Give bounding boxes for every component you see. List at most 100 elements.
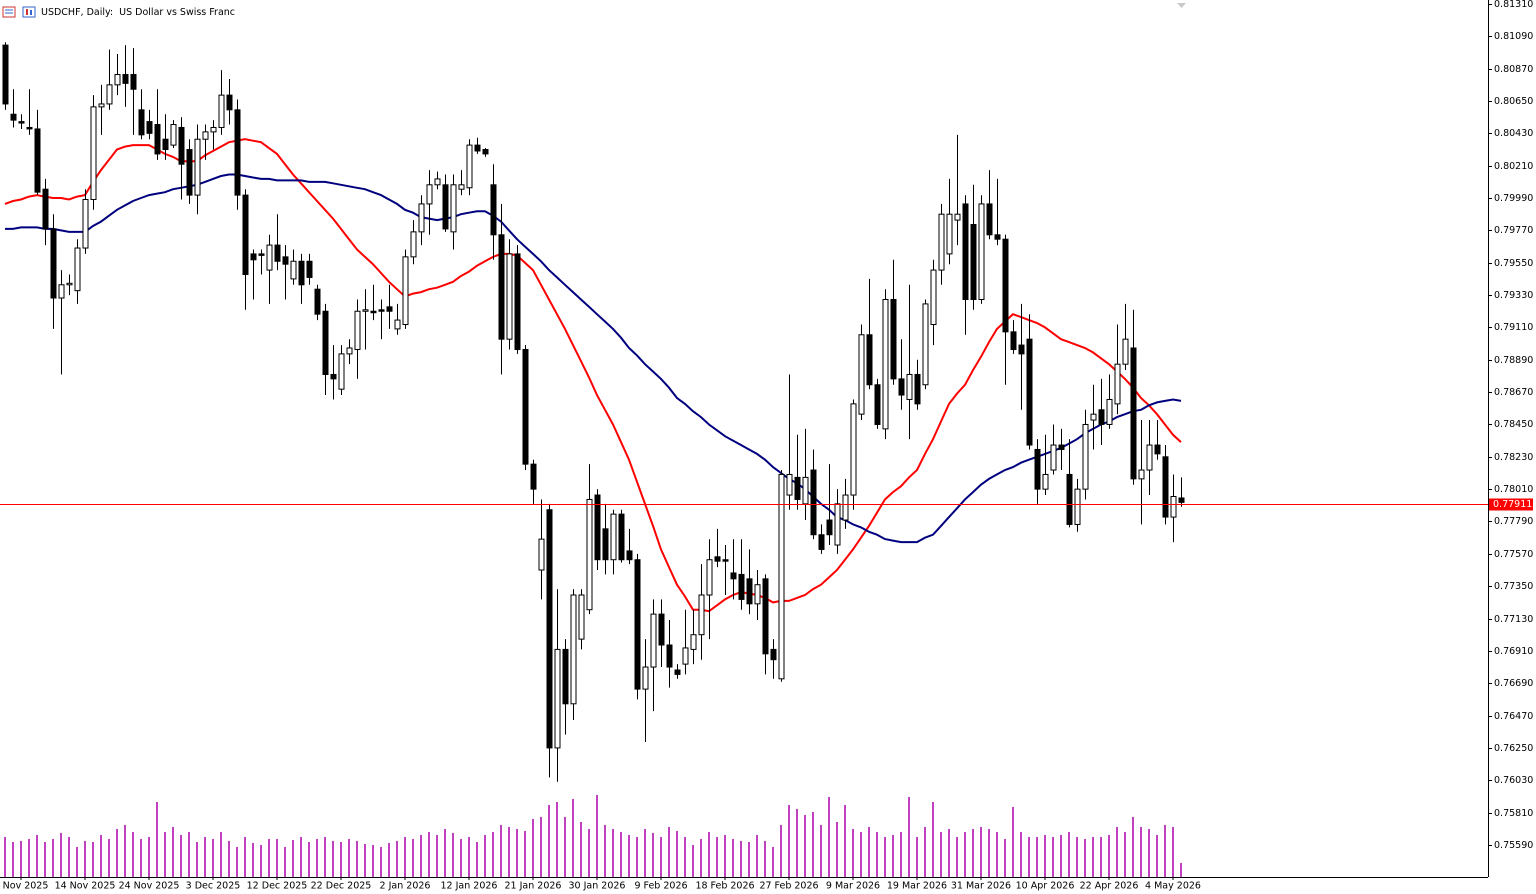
y-tick-label: 0.77570 bbox=[1494, 549, 1533, 560]
candle-body bbox=[42, 188, 49, 230]
candle-body bbox=[394, 319, 401, 330]
candle-body bbox=[450, 184, 457, 233]
candle-body bbox=[458, 184, 465, 190]
candle-body bbox=[762, 578, 769, 655]
candle-body bbox=[842, 494, 849, 521]
candle-body bbox=[706, 559, 713, 596]
y-tick-label: 0.75810 bbox=[1494, 808, 1533, 819]
candle-body bbox=[818, 534, 825, 550]
candle-body bbox=[138, 109, 145, 136]
icon bbox=[26, 9, 28, 15]
candle-body bbox=[370, 310, 377, 314]
candle-body bbox=[1170, 496, 1177, 518]
candle-body bbox=[1098, 409, 1105, 425]
candle-body bbox=[18, 121, 25, 124]
y-tick-label: 0.77790 bbox=[1494, 516, 1533, 527]
candle-body bbox=[122, 74, 129, 84]
candle-body bbox=[610, 513, 617, 561]
candle-body bbox=[1042, 473, 1049, 490]
candle-body bbox=[962, 203, 969, 300]
candle-body bbox=[378, 309, 385, 312]
candle-body bbox=[290, 260, 297, 280]
candle-body bbox=[986, 203, 993, 236]
x-tick-label: 9 Feb 2026 bbox=[634, 881, 687, 892]
x-tick-label: 2 Jan 2026 bbox=[380, 881, 431, 892]
candle-body bbox=[354, 310, 361, 350]
y-tick-label: 0.78010 bbox=[1494, 484, 1533, 495]
y-tick-label: 0.79110 bbox=[1494, 322, 1533, 333]
candle-body bbox=[466, 144, 473, 189]
candle-body bbox=[386, 306, 393, 312]
candle-body bbox=[1002, 238, 1009, 333]
moving-average bbox=[5, 173, 1182, 544]
x-tick-label: 14 Nov 2025 bbox=[55, 881, 116, 892]
candle-body bbox=[514, 253, 521, 350]
candle-body bbox=[442, 184, 449, 230]
x-tick-label: 3 Nov 2025 bbox=[0, 881, 48, 892]
candle-body bbox=[722, 559, 729, 562]
y-tick-label: 0.80210 bbox=[1494, 161, 1533, 172]
candle-body bbox=[914, 373, 921, 405]
candle-body bbox=[26, 126, 33, 130]
candle-body bbox=[1154, 444, 1161, 455]
candle-body bbox=[1066, 473, 1073, 525]
candle-body bbox=[994, 234, 1001, 240]
candle-body bbox=[490, 184, 497, 236]
x-tick-label: 12 Jan 2026 bbox=[441, 881, 498, 892]
candle-body bbox=[98, 103, 105, 108]
candle-body bbox=[250, 253, 257, 261]
candle-body bbox=[90, 106, 97, 201]
candle-body bbox=[50, 228, 57, 299]
candle-body bbox=[594, 494, 601, 561]
y-tick-label: 0.78450 bbox=[1494, 419, 1533, 430]
candle-body bbox=[778, 473, 785, 680]
candle-body bbox=[906, 373, 913, 400]
candle-body bbox=[146, 121, 153, 134]
candle-body bbox=[170, 124, 177, 146]
y-tick-label: 0.76910 bbox=[1494, 646, 1533, 657]
x-tick-label: 10 Apr 2026 bbox=[1016, 881, 1075, 892]
candle-body bbox=[162, 138, 169, 151]
candle-body bbox=[730, 572, 737, 580]
candle-body bbox=[794, 476, 801, 500]
candle-body bbox=[338, 353, 345, 390]
candle-body bbox=[642, 666, 649, 690]
candle-body bbox=[1074, 488, 1081, 525]
candle-body bbox=[746, 578, 753, 605]
y-tick-label: 0.76690 bbox=[1494, 678, 1533, 689]
icon bbox=[22, 6, 36, 18]
candle-body bbox=[298, 260, 305, 286]
x-tick-label: 27 Feb 2026 bbox=[759, 881, 818, 892]
candle-body bbox=[1122, 338, 1129, 365]
x-tick-label: 22 Apr 2026 bbox=[1080, 881, 1139, 892]
x-tick-label: 21 Jan 2026 bbox=[505, 881, 562, 892]
candle-body bbox=[810, 469, 817, 536]
x-tick-label: 18 Feb 2026 bbox=[695, 881, 754, 892]
y-tick-label: 0.79990 bbox=[1494, 193, 1533, 204]
candle-body bbox=[978, 203, 985, 300]
candle-body bbox=[538, 538, 545, 571]
y-tick-label: 0.81090 bbox=[1494, 31, 1533, 42]
candle-body bbox=[154, 124, 161, 155]
x-tick-label: 22 Dec 2025 bbox=[311, 881, 372, 892]
candle-body bbox=[34, 128, 41, 193]
y-tick-label: 0.76250 bbox=[1494, 743, 1533, 754]
candle-body bbox=[1106, 398, 1113, 425]
candle-body bbox=[946, 213, 953, 255]
candle-body bbox=[1138, 469, 1145, 480]
candle-body bbox=[266, 244, 273, 271]
x-tick-label: 31 Mar 2026 bbox=[951, 881, 1011, 892]
y-tick-label: 0.80650 bbox=[1494, 96, 1533, 107]
x-tick-label: 3 Dec 2025 bbox=[186, 881, 241, 892]
candle-body bbox=[210, 126, 217, 133]
candle-body bbox=[802, 476, 809, 505]
candle-body bbox=[1026, 338, 1033, 446]
candle-body bbox=[546, 509, 553, 749]
candle-body bbox=[282, 256, 289, 265]
candle-body bbox=[954, 213, 961, 221]
candle-body bbox=[738, 573, 745, 600]
y-tick-label: 0.80870 bbox=[1494, 64, 1533, 75]
